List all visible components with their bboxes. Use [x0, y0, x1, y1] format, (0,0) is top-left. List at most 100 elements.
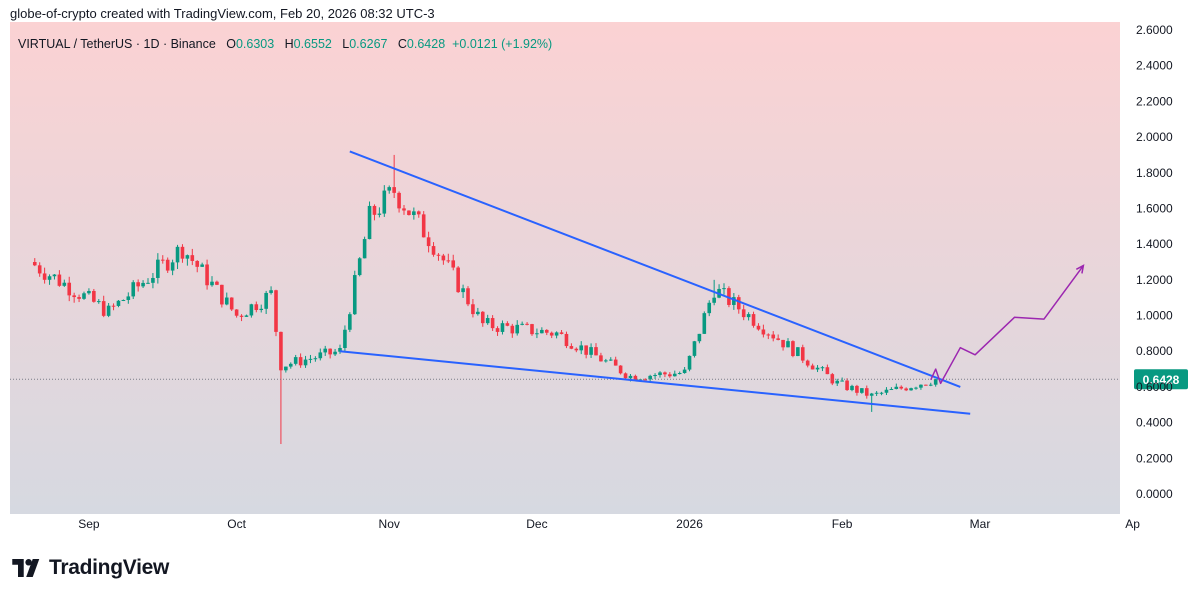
- candle-body: [210, 281, 214, 286]
- y-tick-label: 2.4000: [1136, 59, 1173, 73]
- candle-body: [249, 304, 254, 316]
- candle-body: [707, 302, 712, 314]
- candle-body: [919, 384, 923, 388]
- open-label: O: [226, 37, 236, 51]
- candle-body: [702, 313, 707, 334]
- candle-body: [643, 379, 648, 381]
- candle-body: [205, 264, 209, 286]
- candle-body: [722, 288, 726, 290]
- tradingview-branding[interactable]: TradingView: [12, 556, 169, 580]
- y-tick-label: 1.2000: [1136, 273, 1173, 287]
- last-price-badge: [1134, 369, 1188, 390]
- candle-body: [456, 267, 460, 293]
- x-tick-label: Ap: [1125, 517, 1140, 531]
- candle-body: [579, 345, 584, 351]
- y-tick-label: 2.0000: [1136, 130, 1173, 144]
- candle-body: [732, 297, 736, 305]
- candle-body: [170, 262, 175, 271]
- candle-body: [372, 205, 377, 215]
- candle-body: [874, 392, 879, 394]
- candle-body: [697, 333, 702, 342]
- candle-body: [510, 325, 515, 334]
- candle-body: [382, 190, 387, 214]
- y-tick-label: 0.8000: [1136, 344, 1173, 358]
- candle-body: [855, 385, 859, 393]
- candle-body: [377, 213, 382, 215]
- candle-body: [879, 392, 884, 394]
- candle-body: [92, 290, 96, 302]
- candle-body: [175, 246, 180, 263]
- candle-body: [352, 275, 357, 315]
- candle-body: [776, 338, 780, 340]
- last-price-label: 0.6428: [1143, 373, 1180, 387]
- candle-body: [195, 260, 200, 267]
- candle-body: [924, 384, 928, 386]
- candle-body: [628, 375, 633, 379]
- candle-body: [387, 187, 392, 191]
- y-tick-label: 2.2000: [1136, 94, 1173, 108]
- candle-body: [165, 259, 170, 271]
- candle-body: [800, 347, 805, 361]
- candle-body: [535, 333, 539, 335]
- candle-body: [746, 314, 751, 318]
- price-scale-background: [1120, 22, 1190, 538]
- candle-body: [869, 393, 874, 396]
- candle-body: [909, 388, 913, 391]
- candle-body: [751, 314, 756, 326]
- candle-body: [313, 358, 318, 360]
- price-chart[interactable]: 0.6428 2.6000 2.4000 2.2000 2.0000 1.8000 1.6…: [10, 22, 1190, 538]
- upper-trendline: [349, 150, 961, 388]
- change-value: +0.0121 (+1.92%): [452, 37, 553, 51]
- candle-body: [151, 277, 155, 283]
- candle-body: [594, 347, 598, 356]
- candle-body: [215, 281, 219, 285]
- candle-body: [589, 347, 593, 355]
- y-tick-label: 1.8000: [1136, 166, 1173, 180]
- candle-body: [633, 375, 638, 381]
- candle-body: [850, 385, 854, 391]
- candle-body: [82, 293, 86, 299]
- candle-body: [677, 373, 682, 375]
- candle-body: [362, 239, 367, 259]
- candle-body: [343, 329, 347, 349]
- candle-body: [771, 334, 776, 339]
- candle-body: [554, 332, 559, 336]
- candle-body: [495, 328, 500, 332]
- candle-body: [672, 373, 677, 377]
- candle-body: [37, 265, 42, 274]
- y-tick-label: 1.4000: [1136, 237, 1173, 251]
- candle-body: [505, 323, 510, 326]
- candle-body: [234, 309, 239, 316]
- tradingview-logo-icon: [12, 559, 40, 577]
- y-tick-label: 0.6000: [1136, 380, 1173, 394]
- candle-body: [288, 363, 293, 367]
- candle-body: [766, 334, 771, 336]
- candle-body: [397, 192, 401, 209]
- candle-body: [904, 388, 908, 391]
- candle-body: [549, 332, 554, 336]
- candle-body: [613, 359, 618, 366]
- candle-body: [490, 318, 495, 329]
- candle-body: [328, 348, 332, 355]
- candle-body: [796, 347, 800, 357]
- candle-body: [559, 332, 564, 334]
- candle-body: [87, 290, 91, 294]
- candle-body: [658, 372, 662, 376]
- candle-body: [156, 259, 160, 278]
- candle-body: [47, 276, 52, 280]
- candle-body: [436, 254, 441, 256]
- lower-trendline: [339, 350, 971, 415]
- candle-body: [845, 380, 849, 391]
- candle-body: [761, 329, 766, 335]
- low-value: 0.6267: [349, 37, 388, 51]
- y-tick-label: 0.2000: [1136, 451, 1173, 465]
- chart-attribution: globe-of-crypto created with TradingView…: [10, 6, 435, 21]
- candle-body: [471, 304, 475, 315]
- candle-body: [131, 282, 136, 297]
- candle-body: [412, 211, 416, 216]
- chart-area[interactable]: 0.6428 2.6000 2.4000 2.2000 2.0000 1.8000 1.6…: [10, 22, 1190, 538]
- symbol-label: VIRTUAL / TetherUS · 1D · Binance: [18, 37, 216, 51]
- candle-body: [121, 299, 126, 301]
- candle-body: [200, 264, 204, 267]
- candle-body: [668, 374, 672, 377]
